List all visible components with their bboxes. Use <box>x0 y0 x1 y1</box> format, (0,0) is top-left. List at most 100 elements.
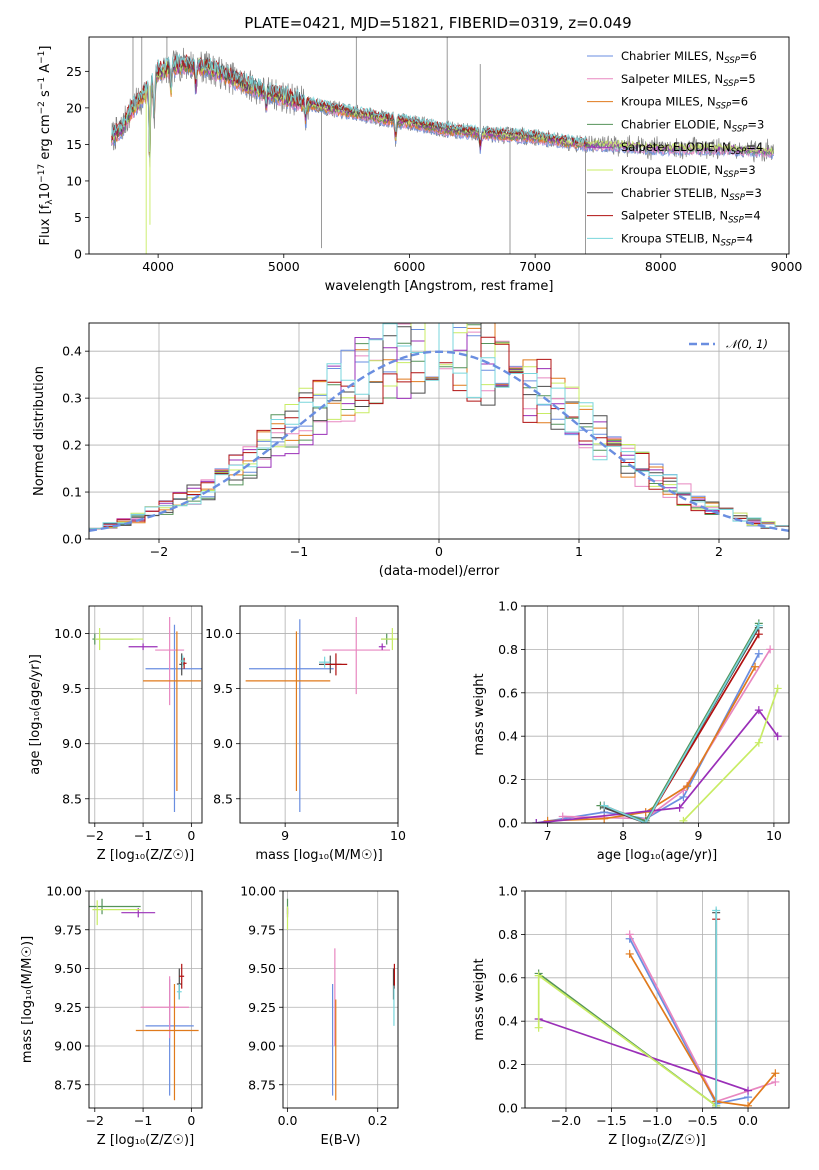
y-tick-label: 9.5 <box>62 681 82 696</box>
weight-marker <box>532 819 541 823</box>
y-axis-label-part: Flux [f <box>38 204 53 245</box>
legend-entry: Chabrier STELIB, NSSP=3 <box>621 186 762 203</box>
axes-decor: 9 10 8.5 9.0 9.5 10.0 mass [log₁₀(M/M☉)] <box>205 605 406 863</box>
weight-marker <box>675 803 684 812</box>
y-tick-label: 0.0 <box>498 1101 518 1116</box>
weight-line <box>603 625 760 823</box>
x-tick-label: 7 <box>544 828 552 843</box>
legend-entry: Kroupa STELIB, NSSP=4 <box>621 231 753 248</box>
axes-decor: 0.0 0.2 8.75 9.00 9.25 9.50 9.75 10.00 E(B-V) <box>240 884 399 1148</box>
weight-marker <box>679 816 688 823</box>
weight-marker <box>751 662 760 671</box>
legend-label: Kroupa ELODIE, N <box>621 163 723 177</box>
y-axis-label: mass [log₁₀(M/M☉)] <box>20 936 35 1063</box>
legend-label: Salpeter MILES, N <box>621 72 723 86</box>
x-tick-label: 0 <box>435 544 443 559</box>
errorbar-point <box>249 619 334 812</box>
x-axis-label: Z [log₁₀(Z/Z☉)] <box>608 1133 705 1148</box>
plot-area <box>89 891 202 1108</box>
normal-curve <box>89 350 789 532</box>
y-tick-label: 0.6 <box>498 685 518 700</box>
y-tick-label: 0 <box>74 247 82 262</box>
x-tick-label: 7000 <box>519 259 551 274</box>
weight-marker <box>534 971 543 980</box>
weight-marker <box>773 684 782 693</box>
legend-value: =4 <box>736 231 753 245</box>
plot-marks <box>532 619 782 823</box>
errorbar-point <box>155 617 185 706</box>
y-tick-label: 0.0 <box>498 816 518 831</box>
weight-marker <box>754 738 763 747</box>
plot-marks <box>111 37 775 254</box>
x-axis-label: mass [log₁₀(M/M☉)] <box>255 848 382 863</box>
y-tick-label: 0.1 <box>62 485 82 500</box>
weight-marker <box>625 930 634 939</box>
y-tick-label: 0.6 <box>498 970 518 985</box>
weight-marker <box>641 819 650 823</box>
legend-entry: Chabrier ELODIE, NSSP=3 <box>621 117 764 134</box>
legend-sub: SSP <box>724 56 740 66</box>
errorbar-point <box>140 976 189 1039</box>
y-tick-label: 9.0 <box>62 736 82 751</box>
weight-marker <box>766 645 775 654</box>
weight-marker <box>773 732 782 741</box>
y-tick-label: 0.4 <box>498 1014 518 1029</box>
y-axis-label: Flux [fλ10−17 erg cm−2 s−1 A−1] <box>37 46 55 246</box>
y-tick-label: 5 <box>74 210 82 225</box>
weight-marker <box>744 1101 753 1108</box>
y-axis-label-part: A <box>38 64 53 77</box>
legend-value: =6 <box>740 49 757 63</box>
legend-sub: SSP <box>731 147 747 157</box>
errorbar-point <box>245 631 331 792</box>
legend-label: Kroupa MILES, N <box>621 95 716 109</box>
y-tick-label: 9.0 <box>213 736 233 751</box>
errorbar-point <box>378 643 386 651</box>
y-tick-label: 8.75 <box>54 1077 82 1092</box>
x-axis-label: wavelength [Angstrom, rest frame] <box>325 279 554 294</box>
axes-weight-metal: −2.0 −1.5 −1.0 −0.5 0.0 0.0 0.2 0.4 0.6 0.8 1.0 Z [… <box>472 884 790 1148</box>
legend-sub: SSP <box>716 102 732 112</box>
x-tick-label: −2.0 <box>551 1113 581 1128</box>
legend-label: Kroupa STELIB, N <box>621 231 721 245</box>
y-tick-label: 10.00 <box>240 884 276 899</box>
legend-entry: Salpeter ELODIE, NSSP=4 <box>621 140 763 157</box>
x-tick-label: 4000 <box>142 259 174 274</box>
legend-value: =3 <box>745 186 762 200</box>
errorbar-point <box>179 963 185 989</box>
x-tick-label: 0.2 <box>368 1113 388 1128</box>
plot-area <box>89 606 202 823</box>
legend-entry: Salpeter MILES, NSSP=5 <box>621 72 756 89</box>
y-tick-label: 9.25 <box>54 1000 82 1015</box>
y-tick-label: 0.4 <box>498 729 518 744</box>
errorbar-point <box>92 900 141 926</box>
axes-decor: −2 −1 0 8.5 9.0 9.5 10.0 Z [log₁₀(Z/Z☉)] age [lo… <box>28 605 203 863</box>
legend-value: =3 <box>739 163 756 177</box>
x-tick-label: 0 <box>187 828 195 843</box>
legend-entry: Salpeter STELIB, NSSP=4 <box>621 209 761 226</box>
weight-line <box>628 953 776 1107</box>
axes-frame <box>239 605 399 824</box>
axes-decor: 7 8 9 10 0.0 0.2 0.4 0.6 0.8 1.0 age [log₁₀(age/yr… <box>472 599 790 863</box>
errorbar-point <box>89 898 141 915</box>
x-tick-label: 9000 <box>771 259 803 274</box>
x-tick-label: 10 <box>390 828 406 843</box>
y-axis-label: mass weight <box>472 673 487 755</box>
x-tick-label: 10 <box>766 828 782 843</box>
x-axis-label: Z [log₁₀(Z/Z☉)] <box>97 1133 194 1148</box>
axes-spectrum: 4000 5000 6000 7000 8000 9000 0 5 10 15 20 25 wavele… <box>37 36 803 294</box>
legend-sub: SSP <box>723 170 739 180</box>
weight-line <box>536 708 779 823</box>
x-tick-label: −2 <box>86 1113 104 1128</box>
weight-line <box>538 1018 749 1092</box>
axes-weight-age: 7 8 9 10 0.0 0.2 0.4 0.6 0.8 1.0 age [log₁₀(age/yr… <box>472 599 790 863</box>
y-axis-label-part: s <box>38 90 53 101</box>
legend-sub: SSP <box>723 79 739 89</box>
axes-frame <box>282 890 399 1109</box>
axes-mass-ebv: 0.0 0.2 8.75 9.00 9.25 9.50 9.75 10.00 E(B-V) <box>240 884 399 1148</box>
weight-marker <box>625 949 634 958</box>
x-axis-label: age [log₁₀(age/yr)] <box>597 848 718 863</box>
y-tick-label: 1.0 <box>498 599 518 614</box>
errorbar-point <box>94 628 144 651</box>
y-tick-label: 9.50 <box>54 961 82 976</box>
